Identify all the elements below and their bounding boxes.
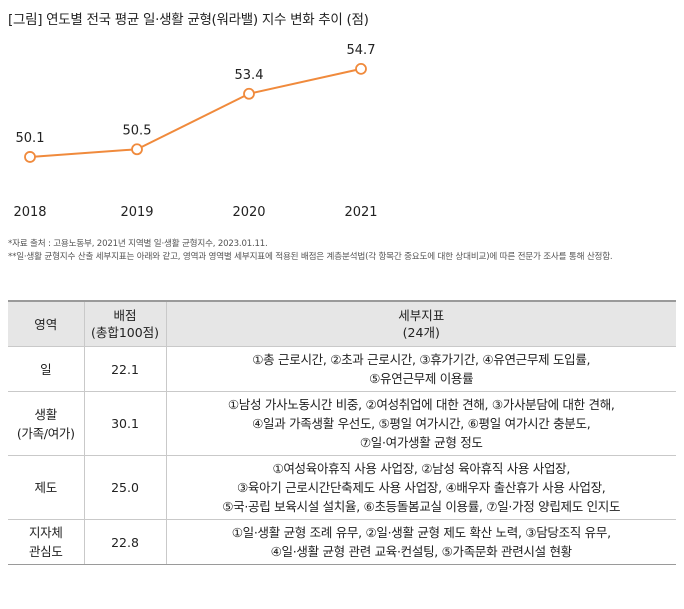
row-detail-line: ③육아기 근로시간단축제도 사용 사업장, ④배우자 출산휴가 사용 사업장, (237, 480, 606, 495)
data-value-label: 53.4 (235, 68, 264, 83)
row-area-line: 일 (40, 361, 52, 377)
figure-title: [그림] 연도별 전국 평균 일·생활 균형(워라밸) 지수 변화 추이 (점) (8, 12, 369, 28)
row-detail-line: ①총 근로시간, ②초과 근로시간, ③휴가기간, ④유연근무제 도입률, (252, 352, 591, 367)
row-area: 일 (8, 346, 84, 392)
row-area: 제도 (8, 455, 84, 520)
row-detail-line: ⑦일·여가생활 균형 정도 (359, 435, 483, 450)
x-tick-label: 2020 (232, 205, 265, 220)
row-detail-line: ⑤유연근무제 이용률 (369, 371, 474, 386)
series-line-segment (136, 92, 250, 151)
data-value-label: 50.1 (16, 131, 45, 146)
header-score: 배점 (총합100점) (83, 300, 166, 347)
row-detail-line: ①남성 가사노동시간 비중, ②여성취업에 대한 견해, ③가사분담에 대한 견… (227, 397, 615, 412)
header-score-line2: (총합100점) (90, 325, 160, 340)
table-row: 일 22.1 ①총 근로시간, ②초과 근로시간, ③휴가기간, ④유연근무제 도입… (8, 346, 676, 392)
line-chart: 50.1 50.5 53.4 54.7 2018 2019 2020 2021 (13, 43, 377, 220)
row-detail-line: ④일·생활 균형 관련 교육·컨설팅, ⑤가족문화 관련시설 현황 (270, 544, 573, 559)
source-note: *자료 출처 : 고용노동부, 2021년 지역별 일·생활 균형지수, 202… (8, 239, 268, 249)
row-score: 22.1 (83, 346, 166, 392)
series-line-segment (248, 67, 362, 95)
row-detail-line: ①여성육아휴직 사용 사업장, ②남성 육아휴직 사용 사업장, (272, 461, 571, 476)
data-point-marker (131, 143, 143, 156)
series-line-segment (29, 148, 138, 158)
data-point-marker (24, 151, 36, 163)
methodology-note: **일·생활 균형지수 산출 세부지표는 아래와 같고, 영역과 영역별 세부지… (8, 252, 613, 262)
row-details: ①남성 가사노동시간 비중, ②여성취업에 대한 견해, ③가사분담에 대한 견… (165, 391, 676, 456)
table-header-row: 영역 배점 (총합100점) 세부지표 (24개) (8, 300, 676, 347)
table-row: 지자체 관심도 22.8 ①일·생활 균형 조례 유무, ②일·생활 균형 제도 확산… (8, 519, 676, 565)
row-area-line: (가족/여가) (16, 425, 75, 441)
row-area: 생활 (가족/여가) (8, 391, 84, 456)
indicator-table: 영역 배점 (총합100점) 세부지표 (24개) 일 22.1 ①총 근로시간, … (8, 300, 676, 565)
row-score: 25.0 (83, 455, 166, 520)
row-details: ①총 근로시간, ②초과 근로시간, ③휴가기간, ④유연근무제 도입률, ⑤유연… (165, 346, 676, 392)
x-tick-label: 2021 (344, 205, 377, 220)
header-detail-line2: (24개) (402, 325, 440, 340)
row-area-line: 생활 (34, 406, 58, 422)
row-detail-line: ④일과 가족생활 우선도, ⑤평일 여가시간, ⑥평일 여가시간 충분도, (252, 416, 591, 431)
x-tick-label: 2019 (120, 205, 153, 220)
data-point-marker (243, 87, 255, 100)
row-area-line: 관심도 (28, 544, 63, 559)
source-notes: *자료 출처 : 고용노동부, 2021년 지역별 일·생활 균형지수, 202… (8, 238, 680, 264)
x-tick-label: 2018 (13, 205, 46, 220)
header-detail-line1: 세부지표 (398, 308, 445, 323)
header-score-line1: 배점 (113, 308, 137, 323)
data-value-label: 54.7 (347, 43, 376, 58)
row-details: ①일·생활 균형 조례 유무, ②일·생활 균형 제도 확산 노력, ③담당조직… (165, 519, 676, 565)
table-row: 제도 25.0 ①여성육아휴직 사용 사업장, ②남성 육아휴직 사용 사업장, ③육… (8, 455, 676, 520)
header-detail: 세부지표 (24개) (165, 300, 676, 347)
row-detail-line: ①일·생활 균형 조례 유무, ②일·생활 균형 제도 확산 노력, ③담당조직… (231, 525, 611, 540)
header-area: 영역 (8, 300, 84, 347)
row-detail-line: ⑤국·공립 보육시설 설치율, ⑥초등돌봄교실 이용률, ⑦일·가정 양립제도 … (222, 499, 621, 514)
row-score: 30.1 (83, 391, 166, 456)
data-value-label: 50.5 (123, 123, 152, 138)
data-point-marker (355, 62, 367, 75)
row-details: ①여성육아휴직 사용 사업장, ②남성 육아휴직 사용 사업장, ③육아기 근로시… (165, 455, 676, 520)
row-score: 22.8 (83, 519, 166, 565)
row-area-line: 제도 (34, 480, 58, 495)
table-row: 생활 (가족/여가) 30.1 ①남성 가사노동시간 비중, ②여성취업에 대한 견해… (8, 391, 676, 456)
row-area-line: 지자체 (28, 525, 63, 540)
